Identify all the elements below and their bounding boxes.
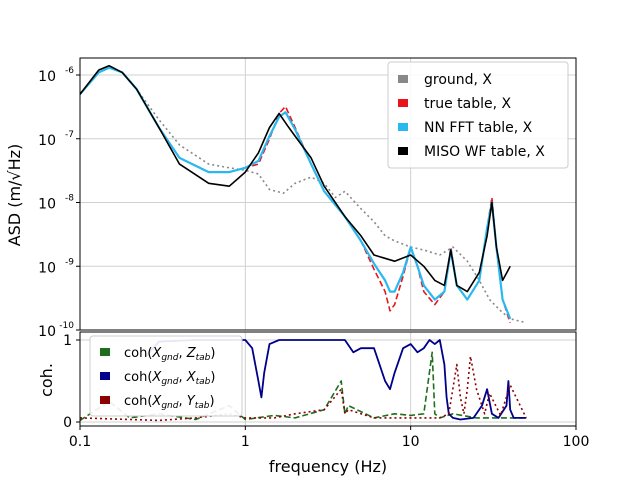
bottom-legend-label-part: ) — [210, 370, 215, 385]
top-legend-swatch-3 — [398, 147, 408, 155]
bottom-legend-label-1: coh(Xgnd, Xtab) — [124, 370, 215, 387]
bottom-legend-label-part: ) — [209, 394, 214, 409]
bottom-xtick-label-3: 100 — [563, 434, 590, 450]
top-legend-box — [387, 61, 569, 169]
bottom-legend-label-part: X — [151, 370, 162, 385]
bottom-legend-swatch-2 — [100, 396, 110, 404]
bottom-legend-label-part: coh( — [124, 346, 152, 361]
bottom-legend-label-part: gnd — [161, 401, 178, 411]
bottom-legend-label-part: , — [178, 346, 186, 361]
bottom-legend-label-part: gnd — [161, 377, 178, 387]
top-ytick-exp-0: -6 — [65, 66, 74, 76]
top-series — [80, 64, 527, 324]
bottom-legend-swatch-1 — [100, 372, 110, 380]
top-panel: 10-610-710-810-910-10 ASD (m/√Hz) ground… — [5, 57, 577, 340]
bottom-ytick-label-1: 0 — [63, 415, 72, 431]
bottom-axes-frame — [79, 331, 577, 427]
bottom-legend-label-part: ) — [210, 346, 215, 361]
top-legend-label-2: NN FFT table, X — [424, 120, 533, 136]
top-legend-label-0: ground, X — [424, 72, 492, 88]
bottom-legend: coh(Xgnd, Ztab)coh(Xgnd, Xtab)coh(Xgnd, … — [89, 335, 243, 417]
top-ytick-exp-3: -9 — [65, 257, 74, 267]
top-ytick-exp-4: -10 — [59, 321, 74, 331]
bottom-series-line-2 — [80, 355, 527, 422]
top-series-line-2 — [80, 66, 512, 320]
bottom-xtick-label-0: 0.1 — [69, 434, 91, 450]
top-legend-label-1: true table, X — [424, 96, 512, 112]
top-ytick-exp-2: -8 — [65, 194, 74, 204]
bottom-ytick-label-0: 1 — [63, 333, 72, 349]
bottom-legend-label-part: gnd — [161, 353, 178, 363]
bottom-legend-label-part: coh( — [124, 394, 152, 409]
top-series-line-0 — [80, 66, 527, 324]
bottom-legend-label-part: Z — [186, 346, 197, 361]
top-ytick-label-2: 10 — [38, 197, 56, 213]
bottom-legend-label-0: coh(Xgnd, Ztab) — [124, 346, 215, 363]
bottom-panel: 100.1 1 10 100 coh. frequency (Hz) coh(Xgnd… — [37, 331, 589, 476]
top-legend-swatch-2 — [398, 123, 408, 131]
top-y-ticks: 10-610-710-810-910-10 — [38, 66, 80, 340]
bottom-legend-label-part: X — [151, 394, 162, 409]
bottom-legend-label-part: X — [151, 346, 162, 361]
bottom-xtick-label-1: 1 — [241, 434, 250, 450]
top-series-line-3 — [80, 64, 511, 293]
top-ytick-label-1: 10 — [38, 133, 56, 149]
bottom-legend-label-part: , — [178, 394, 186, 409]
bottom-legend-label-part: , — [178, 370, 186, 385]
xlabel: frequency (Hz) — [269, 457, 387, 476]
bottom-legend-label-part: tab — [195, 401, 210, 411]
bottom-legend-box — [89, 335, 243, 417]
bottom-xtick-label-2: 10 — [402, 434, 420, 450]
bottom-legend-label-2: coh(Xgnd, Ytab) — [124, 394, 215, 411]
bottom-legend-label-part: Y — [187, 394, 196, 409]
bottom-series — [80, 339, 527, 422]
top-ytick-label-4: 10 — [38, 324, 56, 340]
top-legend: ground, X true table, X NN FFT table, X MIS… — [387, 61, 569, 169]
top-legend-swatch-0 — [398, 75, 408, 83]
bottom-legend-label-part: X — [186, 370, 197, 385]
top-ylabel: ASD (m/√Hz) — [5, 144, 24, 247]
bottom-legend-label-part: tab — [196, 377, 211, 387]
top-ytick-label-3: 10 — [38, 260, 56, 276]
bottom-series-line-0 — [80, 351, 527, 422]
bottom-legend-label-part: tab — [196, 353, 211, 363]
bottom-legend-label-part: coh( — [124, 370, 152, 385]
bottom-legend-swatch-0 — [100, 348, 110, 356]
top-ytick-label-0: 10 — [38, 69, 56, 85]
top-legend-label-3: MISO WF table, X — [424, 144, 545, 160]
bottom-ylabel: coh. — [37, 363, 56, 397]
bottom-series-line-1 — [145, 339, 527, 421]
bottom-ticks: 100.1 1 10 100 — [63, 333, 589, 450]
top-axes-frame — [79, 57, 577, 331]
top-ytick-exp-1: -7 — [65, 130, 74, 140]
top-legend-swatch-1 — [398, 99, 408, 107]
